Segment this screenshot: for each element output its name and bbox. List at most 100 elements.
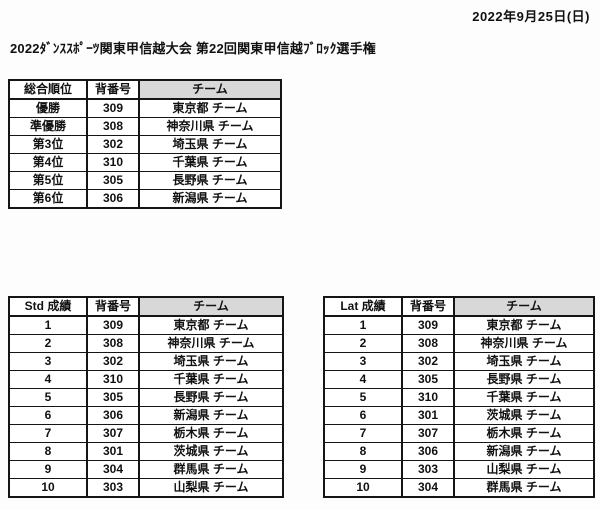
rank-cell: 2 [323,334,403,353]
team-name-cell: 埼玉県 チーム [138,135,282,154]
table-row: 2 308 神奈川県 チーム [8,334,284,353]
bib-number-cell: 304 [86,460,140,479]
rank-cell: 4 [8,370,88,389]
bib-number-cell: 302 [86,135,140,154]
team-name-cell: 栃木県 チーム [138,424,284,443]
overall-ranking-table: 総合順位 背番号 チーム 優勝 309 東京都 チーム 準優勝 308 神奈川県… [8,79,282,209]
standard-results-table: Std 成績 背番号 チーム 1 309 東京都 チーム 2 308 神奈川県 … [8,296,284,498]
team-name-cell: 山梨県 チーム [453,460,595,479]
rank-cell: 10 [323,478,403,498]
table-row: 2 308 神奈川県 チーム [323,334,595,353]
team-name-cell: 東京都 チーム [453,315,595,335]
overall-rank-header: 総合順位 [8,79,88,100]
table-row: 1 309 東京都 チーム [323,315,595,335]
bib-number-cell: 307 [86,424,140,443]
rank-cell: 5 [8,388,88,407]
team-name-cell: 茨城県 チーム [138,442,284,461]
team-name-cell: 神奈川県 チーム [138,117,282,136]
bib-number-cell: 307 [401,424,455,443]
bib-number-cell: 301 [86,442,140,461]
rank-cell: 7 [8,424,88,443]
team-name-cell: 群馬県 チーム [453,478,595,498]
table-row: 9 303 山梨県 チーム [323,460,595,479]
table-row: 10 304 群馬県 チーム [323,478,595,498]
table-row: 第4位 310 千葉県 チーム [8,153,282,172]
bib-number-cell: 304 [401,478,455,498]
bib-number-cell: 310 [86,370,140,389]
bib-number-cell: 309 [86,98,140,118]
team-name-cell: 新潟県 チーム [453,442,595,461]
table-row: 9 304 群馬県 チーム [8,460,284,479]
document-date: 2022年9月25日(日) [472,9,590,24]
table-row: 7 307 栃木県 チーム [323,424,595,443]
rank-cell: 準優勝 [8,117,88,136]
rank-cell: 8 [323,442,403,461]
rank-cell: 5 [323,388,403,407]
std-team-header: チーム [138,296,284,317]
table-row: 第6位 306 新潟県 チーム [8,189,282,209]
team-name-cell: 東京都 チーム [138,315,284,335]
table-row: 10 303 山梨県 チーム [8,478,284,498]
bib-number-cell: 302 [401,352,455,371]
overall-team-header: チーム [138,79,282,100]
table-row: 3 302 埼玉県 チーム [323,352,595,371]
rank-cell: 8 [8,442,88,461]
lat-team-header: チーム [453,296,595,317]
team-name-cell: 千葉県 チーム [453,388,595,407]
table-row: 5 310 千葉県 チーム [323,388,595,407]
overall-bib-header: 背番号 [86,79,140,100]
bib-number-cell: 301 [401,406,455,425]
team-name-cell: 埼玉県 チーム [138,352,284,371]
rank-cell: 2 [8,334,88,353]
team-name-cell: 神奈川県 チーム [138,334,284,353]
bib-number-cell: 306 [86,406,140,425]
team-name-cell: 茨城県 チーム [453,406,595,425]
latin-results-table: Lat 成績 背番号 チーム 1 309 東京都 チーム 2 308 神奈川県 … [323,296,595,498]
bib-number-cell: 306 [401,442,455,461]
team-name-cell: 千葉県 チーム [138,370,284,389]
rank-cell: 第5位 [8,171,88,190]
std-bib-header: 背番号 [86,296,140,317]
table-row: 3 302 埼玉県 チーム [8,352,284,371]
rank-cell: 第4位 [8,153,88,172]
bib-number-cell: 303 [401,460,455,479]
table-row: 6 306 新潟県 チーム [8,406,284,425]
table-row: 6 301 茨城県 チーム [323,406,595,425]
lat-header-row: Lat 成績 背番号 チーム [323,296,595,317]
bib-number-cell: 302 [86,352,140,371]
bib-number-cell: 308 [401,334,455,353]
team-name-cell: 千葉県 チーム [138,153,282,172]
rank-cell: 1 [323,315,403,335]
bib-number-cell: 309 [401,315,455,335]
table-row: 7 307 栃木県 チーム [8,424,284,443]
bib-number-cell: 306 [86,189,140,209]
table-row: 8 306 新潟県 チーム [323,442,595,461]
table-row: 4 310 千葉県 チーム [8,370,284,389]
rank-cell: 6 [8,406,88,425]
team-name-cell: 長野県 チーム [453,370,595,389]
team-name-cell: 栃木県 チーム [453,424,595,443]
bib-number-cell: 309 [86,315,140,335]
rank-cell: 7 [323,424,403,443]
table-row: 第5位 305 長野県 チーム [8,171,282,190]
table-row: 8 301 茨城県 チーム [8,442,284,461]
bib-number-cell: 305 [86,171,140,190]
table-row: 準優勝 308 神奈川県 チーム [8,117,282,136]
rank-cell: 10 [8,478,88,498]
overall-header-row: 総合順位 背番号 チーム [8,79,282,100]
table-row: 1 309 東京都 チーム [8,315,284,335]
team-name-cell: 長野県 チーム [138,388,284,407]
rank-cell: 9 [323,460,403,479]
rank-cell: 3 [323,352,403,371]
bib-number-cell: 305 [401,370,455,389]
rank-cell: 4 [323,370,403,389]
lat-bib-header: 背番号 [401,296,455,317]
bib-number-cell: 305 [86,388,140,407]
lat-rank-header: Lat 成績 [323,296,403,317]
rank-cell: 3 [8,352,88,371]
bib-number-cell: 308 [86,334,140,353]
std-header-row: Std 成績 背番号 チーム [8,296,284,317]
team-name-cell: 群馬県 チーム [138,460,284,479]
bib-number-cell: 310 [86,153,140,172]
rank-cell: 第6位 [8,189,88,209]
